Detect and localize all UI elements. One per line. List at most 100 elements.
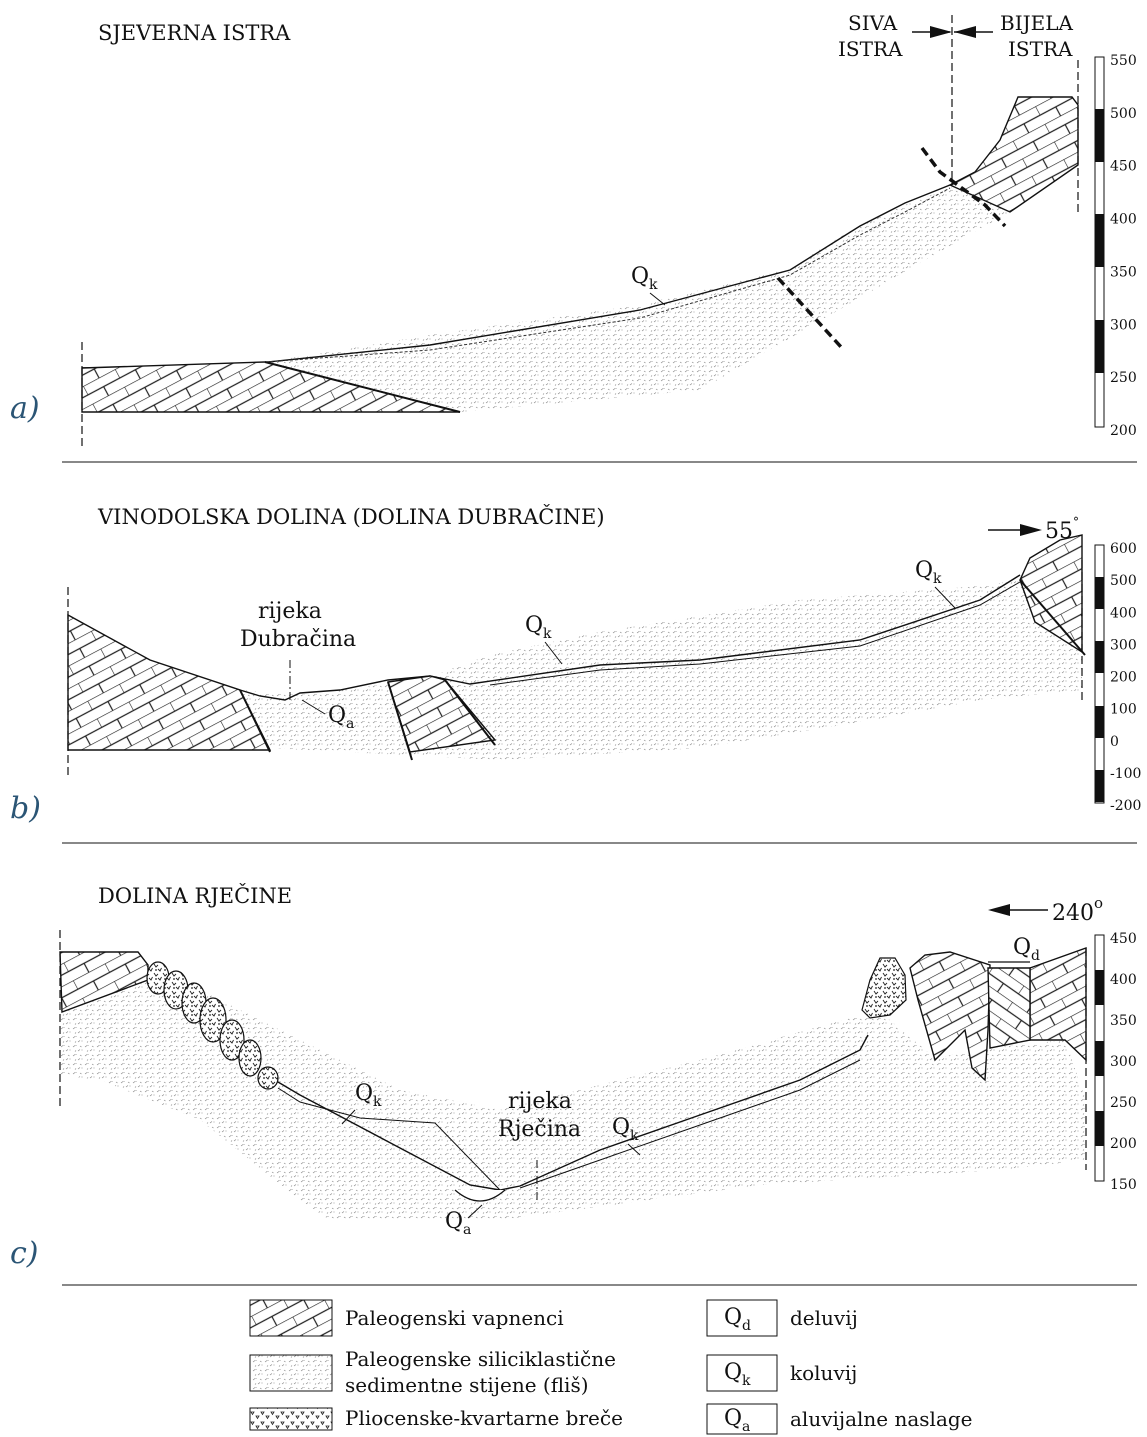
fault-b3 <box>444 679 496 746</box>
legend-swatch-breccia <box>249 1407 333 1431</box>
river-label-b-line1: rijeka <box>258 599 322 624</box>
qd-deluvium-c <box>987 967 1031 1049</box>
qk-leader <box>649 292 666 306</box>
elevation-tick-label: 150 <box>1110 1177 1137 1193</box>
legend-qd-symbol: Qd <box>724 1305 751 1334</box>
convergence-arrows-icon <box>912 26 993 38</box>
elevation-tick-label: 200 <box>1110 423 1137 439</box>
elevation-tick-label: 550 <box>1110 53 1137 69</box>
qk-colluvium-surface-c <box>277 1034 869 1191</box>
elevation-tick-label: 450 <box>1110 159 1137 175</box>
direction-label-b: 55° <box>1045 515 1079 544</box>
qk-label-b1: Qk <box>525 613 552 642</box>
elevation-tick-label: 500 <box>1110 573 1137 589</box>
elevation-tick-label: 300 <box>1110 1054 1137 1070</box>
elevation-tick-label: 600 <box>1110 541 1137 557</box>
elevation-tick-label: 100 <box>1110 702 1137 718</box>
qk-colluvium-base-b <box>489 581 1021 686</box>
qk-leader-c1 <box>341 1109 356 1125</box>
qk-leader-b2 <box>934 586 956 609</box>
elevation-tick-label: 350 <box>1110 1013 1137 1029</box>
legend-flysch-label-line1: Paleogenske siliciklastične <box>345 1347 616 1371</box>
elevation-scale-b <box>1094 544 1105 804</box>
legend-qd-label: deluvij <box>790 1306 858 1330</box>
qa-leader-c <box>467 1204 483 1219</box>
qd-label-c: Qd <box>1013 935 1040 964</box>
panel-b-title: VINODOLSKA DOLINA (DOLINA DUBRAČINE) <box>97 504 605 529</box>
legend-flysch-label-line2: sedimentne stijene (fliš) <box>345 1373 589 1397</box>
elevation-scale-c <box>1094 934 1105 1182</box>
zone-right-line2: ISTRA <box>1008 37 1073 61</box>
elevation-ticks-a: 550 500 450 400 350 300 250 200 <box>1110 53 1137 439</box>
legend: Paleogenski vapnenci Paleogenske silicik… <box>249 1299 973 1435</box>
elevation-ticks-b: 600 500 400 300 200 100 0 -100 -200 <box>1110 541 1141 814</box>
qk-leader-c2 <box>627 1143 641 1156</box>
elevation-tick-label: 250 <box>1110 370 1137 386</box>
direction-arrow-b-icon <box>988 524 1042 536</box>
fault-2 <box>776 276 844 350</box>
fault-b2 <box>387 681 413 761</box>
legend-qk-symbol: Qk <box>724 1360 751 1389</box>
elevation-tick-label: 400 <box>1110 605 1137 621</box>
qa-leader-b <box>301 699 326 715</box>
qk-leader-b1 <box>544 641 563 665</box>
fault-1 <box>920 146 1007 228</box>
legend-box-qd <box>706 1299 778 1337</box>
panel-a: SJEVERNA ISTRA SIVA ISTRA BIJELA ISTRA Q… <box>10 11 1137 446</box>
elevation-tick-label: 350 <box>1110 264 1137 280</box>
elevation-tick-label: 200 <box>1110 670 1137 686</box>
zone-right-line1: BIJELA <box>1000 11 1073 35</box>
qa-label-b: Qa <box>328 703 354 732</box>
elevation-tick-label: 250 <box>1110 1095 1137 1111</box>
elevation-tick-label: 400 <box>1110 972 1137 988</box>
panel-c: DOLINA RJEČINE rijeka Rječina Qk <box>10 883 1137 1271</box>
qk-label-c2: Qk <box>612 1115 639 1144</box>
qa-alluvium-c <box>454 1189 506 1202</box>
legend-qa-symbol: Qa <box>724 1406 750 1435</box>
direction-label-c: 240o <box>1052 894 1103 926</box>
elevation-tick-label: 400 <box>1110 212 1137 228</box>
panel-b-letter: b) <box>10 791 41 826</box>
elevation-ticks-c: 450 400 350 300 250 200 150 <box>1110 931 1137 1193</box>
breccia-blocks-c <box>146 957 907 1090</box>
legend-limestone-label: Paleogenski vapnenci <box>345 1306 564 1330</box>
legend-box-qa <box>706 1403 778 1435</box>
elevation-tick-label: -100 <box>1110 766 1141 782</box>
qk-colluvium-base-c <box>277 1059 861 1191</box>
river-label-c-line2: Rječina <box>498 1117 581 1142</box>
flysch-unit-c <box>60 975 1086 1220</box>
elevation-tick-label: -200 <box>1110 798 1141 814</box>
qa-label-c: Qa <box>445 1209 471 1238</box>
elevation-tick-label: 200 <box>1110 1136 1137 1152</box>
qk-label: Qk <box>631 264 658 293</box>
zone-left-line1: SIVA <box>848 11 898 35</box>
elevation-tick-label: 0 <box>1110 734 1119 750</box>
elevation-tick-label: 300 <box>1110 637 1137 653</box>
legend-qa-label: aluvijalne naslage <box>790 1407 973 1431</box>
panel-a-title: SJEVERNA ISTRA <box>98 21 291 45</box>
elevation-scale-a <box>1094 56 1105 428</box>
qk-label-c1: Qk <box>355 1081 382 1110</box>
legend-swatch-limestone <box>249 1299 333 1337</box>
panel-c-letter: c) <box>10 1236 39 1271</box>
qk-label-b2: Qk <box>915 558 942 587</box>
direction-arrow-c-icon <box>988 904 1048 916</box>
legend-swatch-flysch <box>249 1354 333 1392</box>
flysch-unit-b <box>240 580 1082 760</box>
flysch-unit <box>265 175 1010 412</box>
elevation-tick-label: 500 <box>1110 106 1137 122</box>
limestone-unit-right-c <box>909 951 991 1082</box>
panel-b: VINODOLSKA DOLINA (DOLINA DUBRAČINE) rij… <box>10 504 1141 826</box>
fault-b1 <box>239 689 271 753</box>
elevation-tick-label: 300 <box>1110 317 1137 333</box>
river-label-b-line2: Dubračina <box>240 627 356 652</box>
limestone-unit-right-b <box>1019 534 1083 654</box>
elevation-tick-label: 450 <box>1110 931 1137 947</box>
legend-breccia-label: Pliocenske-kvartarne breče <box>345 1406 623 1430</box>
thrust-line <box>264 361 461 413</box>
legend-box-qk <box>706 1354 778 1392</box>
limestone-unit-right <box>948 96 1079 213</box>
fault-b4 <box>1019 579 1086 656</box>
panel-a-letter: a) <box>10 391 40 426</box>
